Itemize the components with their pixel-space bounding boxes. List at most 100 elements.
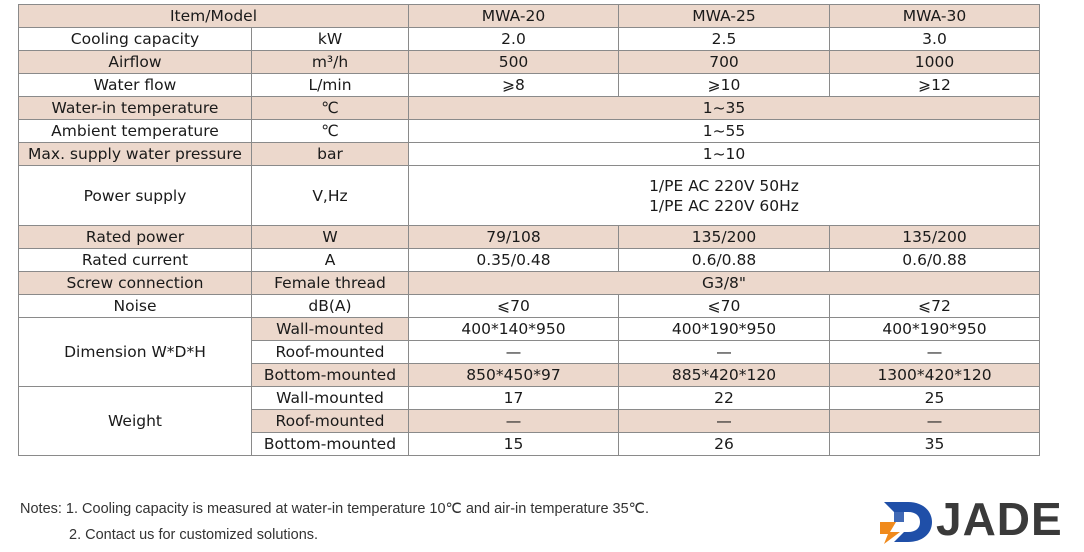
row-value: ⩾12 bbox=[829, 73, 1040, 97]
row-weight-wall: Weight Wall-mounted 17 22 25 bbox=[18, 386, 1040, 456]
jade-logo-text: JADE bbox=[936, 493, 1063, 545]
header-model-3: MWA-30 bbox=[829, 4, 1040, 28]
row-value: 400*190*950 bbox=[829, 317, 1040, 341]
row-sublabel: Roof-mounted bbox=[251, 340, 409, 364]
row-value: 3.0 bbox=[829, 27, 1040, 51]
row-label: Water flow bbox=[18, 73, 252, 97]
row-value: ⩾10 bbox=[618, 73, 830, 97]
row-value: 885*420*120 bbox=[618, 363, 830, 387]
row-value: 1~55 bbox=[408, 119, 1040, 143]
row-value: ⩽70 bbox=[408, 294, 619, 318]
row-rated-power: Rated power W 79/108 135/200 135/200 bbox=[18, 225, 1040, 249]
row-label-dimension: Dimension W*D*H bbox=[18, 317, 252, 387]
row-label-weight: Weight bbox=[18, 386, 252, 456]
row-value: 2.5 bbox=[618, 27, 830, 51]
row-value: — bbox=[618, 409, 830, 433]
row-weight-roof: Roof-mounted — — — bbox=[19, 409, 1040, 433]
row-power-supply: Power supply V,Hz 1/PE AC 220V 50Hz 1/PE… bbox=[18, 165, 1040, 226]
row-value: 0.6/0.88 bbox=[829, 248, 1040, 272]
row-label: Noise bbox=[18, 294, 252, 318]
spec-table: Item/Model MWA-20 MWA-25 MWA-30 Cooling … bbox=[18, 4, 1040, 456]
row-noise: Noise dB(A) ⩽70 ⩽70 ⩽72 bbox=[18, 294, 1040, 318]
row-unit: V,Hz bbox=[251, 165, 409, 226]
row-value: 0.35/0.48 bbox=[408, 248, 619, 272]
row-label: Water-in temperature bbox=[18, 96, 252, 120]
row-sublabel: Roof-mounted bbox=[251, 409, 409, 433]
row-value: 850*450*97 bbox=[408, 363, 619, 387]
header-model-2: MWA-25 bbox=[618, 4, 830, 28]
note-2: 2. Contact us for customized solutions. bbox=[69, 527, 319, 543]
jade-logo-mark-icon bbox=[880, 502, 932, 544]
row-value: 135/200 bbox=[829, 225, 1040, 249]
row-dimension-wall: Dimension W*D*H Wall-mounted 400*140*950… bbox=[18, 317, 1040, 387]
row-value: 1~35 bbox=[408, 96, 1040, 120]
row-cooling-capacity: Cooling capacity kW 2.0 2.5 3.0 bbox=[18, 27, 1040, 51]
power-supply-line-2: 1/PE AC 220V 60Hz bbox=[649, 196, 799, 215]
row-unit: ℃ bbox=[251, 96, 409, 120]
header-model-1: MWA-20 bbox=[408, 4, 619, 28]
row-water-flow: Water flow L/min ⩾8 ⩾10 ⩾12 bbox=[18, 73, 1040, 97]
row-unit: bar bbox=[251, 142, 409, 166]
row-unit: L/min bbox=[251, 73, 409, 97]
row-sublabel: Wall-mounted bbox=[251, 317, 409, 341]
row-value: 400*190*950 bbox=[618, 317, 830, 341]
row-value: ⩽70 bbox=[618, 294, 830, 318]
row-value: 35 bbox=[829, 432, 1040, 456]
row-label: Screw connection bbox=[18, 271, 252, 295]
row-value: — bbox=[408, 340, 619, 364]
row-label: Rated current bbox=[18, 248, 252, 272]
row-label: Power supply bbox=[18, 165, 252, 226]
row-value: 500 bbox=[408, 50, 619, 74]
row-value: 15 bbox=[408, 432, 619, 456]
row-value: — bbox=[829, 340, 1040, 364]
row-ambient-temperature: Ambient temperature ℃ 1~55 bbox=[18, 119, 1040, 143]
row-unit: A bbox=[251, 248, 409, 272]
row-value: — bbox=[829, 409, 1040, 433]
row-value: — bbox=[408, 409, 619, 433]
row-value: 1300*420*120 bbox=[829, 363, 1040, 387]
row-value: 1~10 bbox=[408, 142, 1040, 166]
row-rated-current: Rated current A 0.35/0.48 0.6/0.88 0.6/0… bbox=[18, 248, 1040, 272]
header-item-model: Item/Model bbox=[18, 4, 409, 28]
note-1: Notes: 1. Cooling capacity is measured a… bbox=[20, 501, 649, 517]
row-value: 2.0 bbox=[408, 27, 619, 51]
power-supply-values: 1/PE AC 220V 50Hz 1/PE AC 220V 60Hz bbox=[408, 165, 1040, 226]
row-screw-connection: Screw connection Female thread G3/8" bbox=[18, 271, 1040, 295]
row-value: 79/108 bbox=[408, 225, 619, 249]
row-unit: dB(A) bbox=[251, 294, 409, 318]
row-label: Max. supply water pressure bbox=[18, 142, 252, 166]
row-dimension-roof: Roof-mounted — — — bbox=[19, 340, 1040, 364]
row-value: 26 bbox=[618, 432, 830, 456]
row-value: 25 bbox=[829, 386, 1040, 410]
row-unit: Female thread bbox=[251, 271, 409, 295]
row-max-pressure: Max. supply water pressure bar 1~10 bbox=[18, 142, 1040, 166]
row-value: G3/8" bbox=[408, 271, 1040, 295]
row-sublabel: Wall-mounted bbox=[251, 386, 409, 410]
row-value: 22 bbox=[618, 386, 830, 410]
row-water-in-temperature: Water-in temperature ℃ 1~35 bbox=[18, 96, 1040, 120]
row-sublabel: Bottom-mounted bbox=[251, 432, 409, 456]
row-label: Cooling capacity bbox=[18, 27, 252, 51]
jade-logo: JADE bbox=[878, 493, 1068, 548]
row-value: 1000 bbox=[829, 50, 1040, 74]
row-unit: m³/h bbox=[251, 50, 409, 74]
row-value: ⩾8 bbox=[408, 73, 619, 97]
row-value: 0.6/0.88 bbox=[618, 248, 830, 272]
power-supply-line-1: 1/PE AC 220V 50Hz bbox=[649, 176, 799, 195]
row-unit: W bbox=[251, 225, 409, 249]
row-weight-bottom: Bottom-mounted 15 26 35 bbox=[19, 432, 1040, 456]
row-value: 400*140*950 bbox=[408, 317, 619, 341]
row-label: Ambient temperature bbox=[18, 119, 252, 143]
row-dimension-bottom: Bottom-mounted 850*450*97 885*420*120 13… bbox=[19, 363, 1040, 387]
row-sublabel: Bottom-mounted bbox=[251, 363, 409, 387]
row-airflow: Airflow m³/h 500 700 1000 bbox=[18, 50, 1040, 74]
row-value: ⩽72 bbox=[829, 294, 1040, 318]
row-value: — bbox=[618, 340, 830, 364]
row-unit: kW bbox=[251, 27, 409, 51]
row-unit: ℃ bbox=[251, 119, 409, 143]
row-value: 700 bbox=[618, 50, 830, 74]
row-label: Rated power bbox=[18, 225, 252, 249]
row-value: 135/200 bbox=[618, 225, 830, 249]
table-header-row: Item/Model MWA-20 MWA-25 MWA-30 bbox=[18, 4, 1040, 28]
row-value: 17 bbox=[408, 386, 619, 410]
